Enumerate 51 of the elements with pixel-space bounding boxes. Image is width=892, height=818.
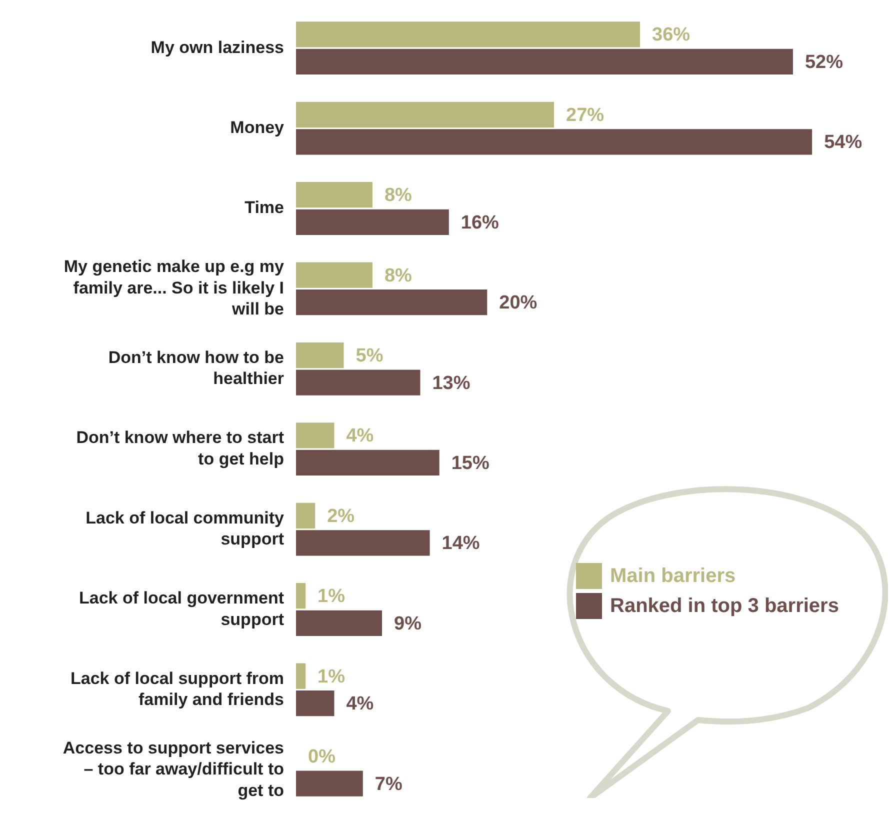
y-tick-label: Don’t know where to start to get help — [76, 428, 284, 468]
y-tick-label: Lack of local support from family and friends — [70, 668, 284, 710]
data-label: 8% — [384, 185, 412, 206]
bar — [296, 22, 640, 48]
data-label: 52% — [804, 52, 844, 73]
bar — [296, 182, 372, 208]
data-label: 4% — [346, 694, 374, 715]
bar — [296, 262, 372, 288]
y-tick-label: My own laziness — [150, 38, 284, 57]
data-label: 1% — [318, 666, 346, 688]
bar — [296, 129, 812, 155]
y-tick-label: Time — [244, 198, 284, 218]
data-label: 0% — [308, 746, 336, 768]
bar — [296, 102, 554, 128]
data-label: 9% — [394, 613, 422, 634]
bar — [296, 370, 420, 396]
data-label: 8% — [384, 265, 412, 286]
bar — [296, 610, 382, 636]
data-label: 14% — [442, 533, 480, 554]
data-label: 36% — [652, 24, 690, 46]
data-label: 13% — [432, 372, 470, 394]
y-tick-label: My genetic make up e.g my family are... So it is likely I will be — [64, 257, 285, 319]
bar — [296, 209, 449, 235]
bar — [296, 770, 363, 796]
bar — [296, 583, 306, 609]
data-label: 20% — [499, 292, 538, 314]
bar — [296, 422, 334, 448]
data-label: 16% — [460, 212, 500, 234]
data-label: 15% — [451, 452, 490, 474]
y-tick-label: Lack of local government support — [79, 588, 284, 629]
bar — [296, 690, 334, 716]
bar — [296, 530, 430, 556]
y-tick-label: Access to support services – too far away/difficult to get to — [62, 738, 284, 800]
bar — [296, 502, 316, 528]
data-label: 7% — [374, 774, 402, 795]
data-label: 4% — [346, 426, 374, 447]
bar — [296, 48, 793, 75]
bar — [296, 342, 344, 368]
y-tick-label: Lack of local community support — [86, 508, 285, 549]
data-label: 5% — [356, 346, 384, 366]
y-tick-label: Money — [230, 118, 285, 137]
data-label: 2% — [327, 506, 355, 527]
bar — [296, 663, 306, 689]
data-label: 27% — [566, 104, 604, 126]
data-label: 54% — [824, 132, 862, 154]
bar — [296, 290, 488, 316]
bar — [296, 450, 440, 476]
data-label: 1% — [318, 586, 346, 608]
legend-label: Ranked in top 3 barriers — [610, 594, 839, 618]
legend-label: Main barriers — [610, 564, 736, 588]
y-tick-label: Don’t know how to be healthier — [108, 348, 284, 388]
